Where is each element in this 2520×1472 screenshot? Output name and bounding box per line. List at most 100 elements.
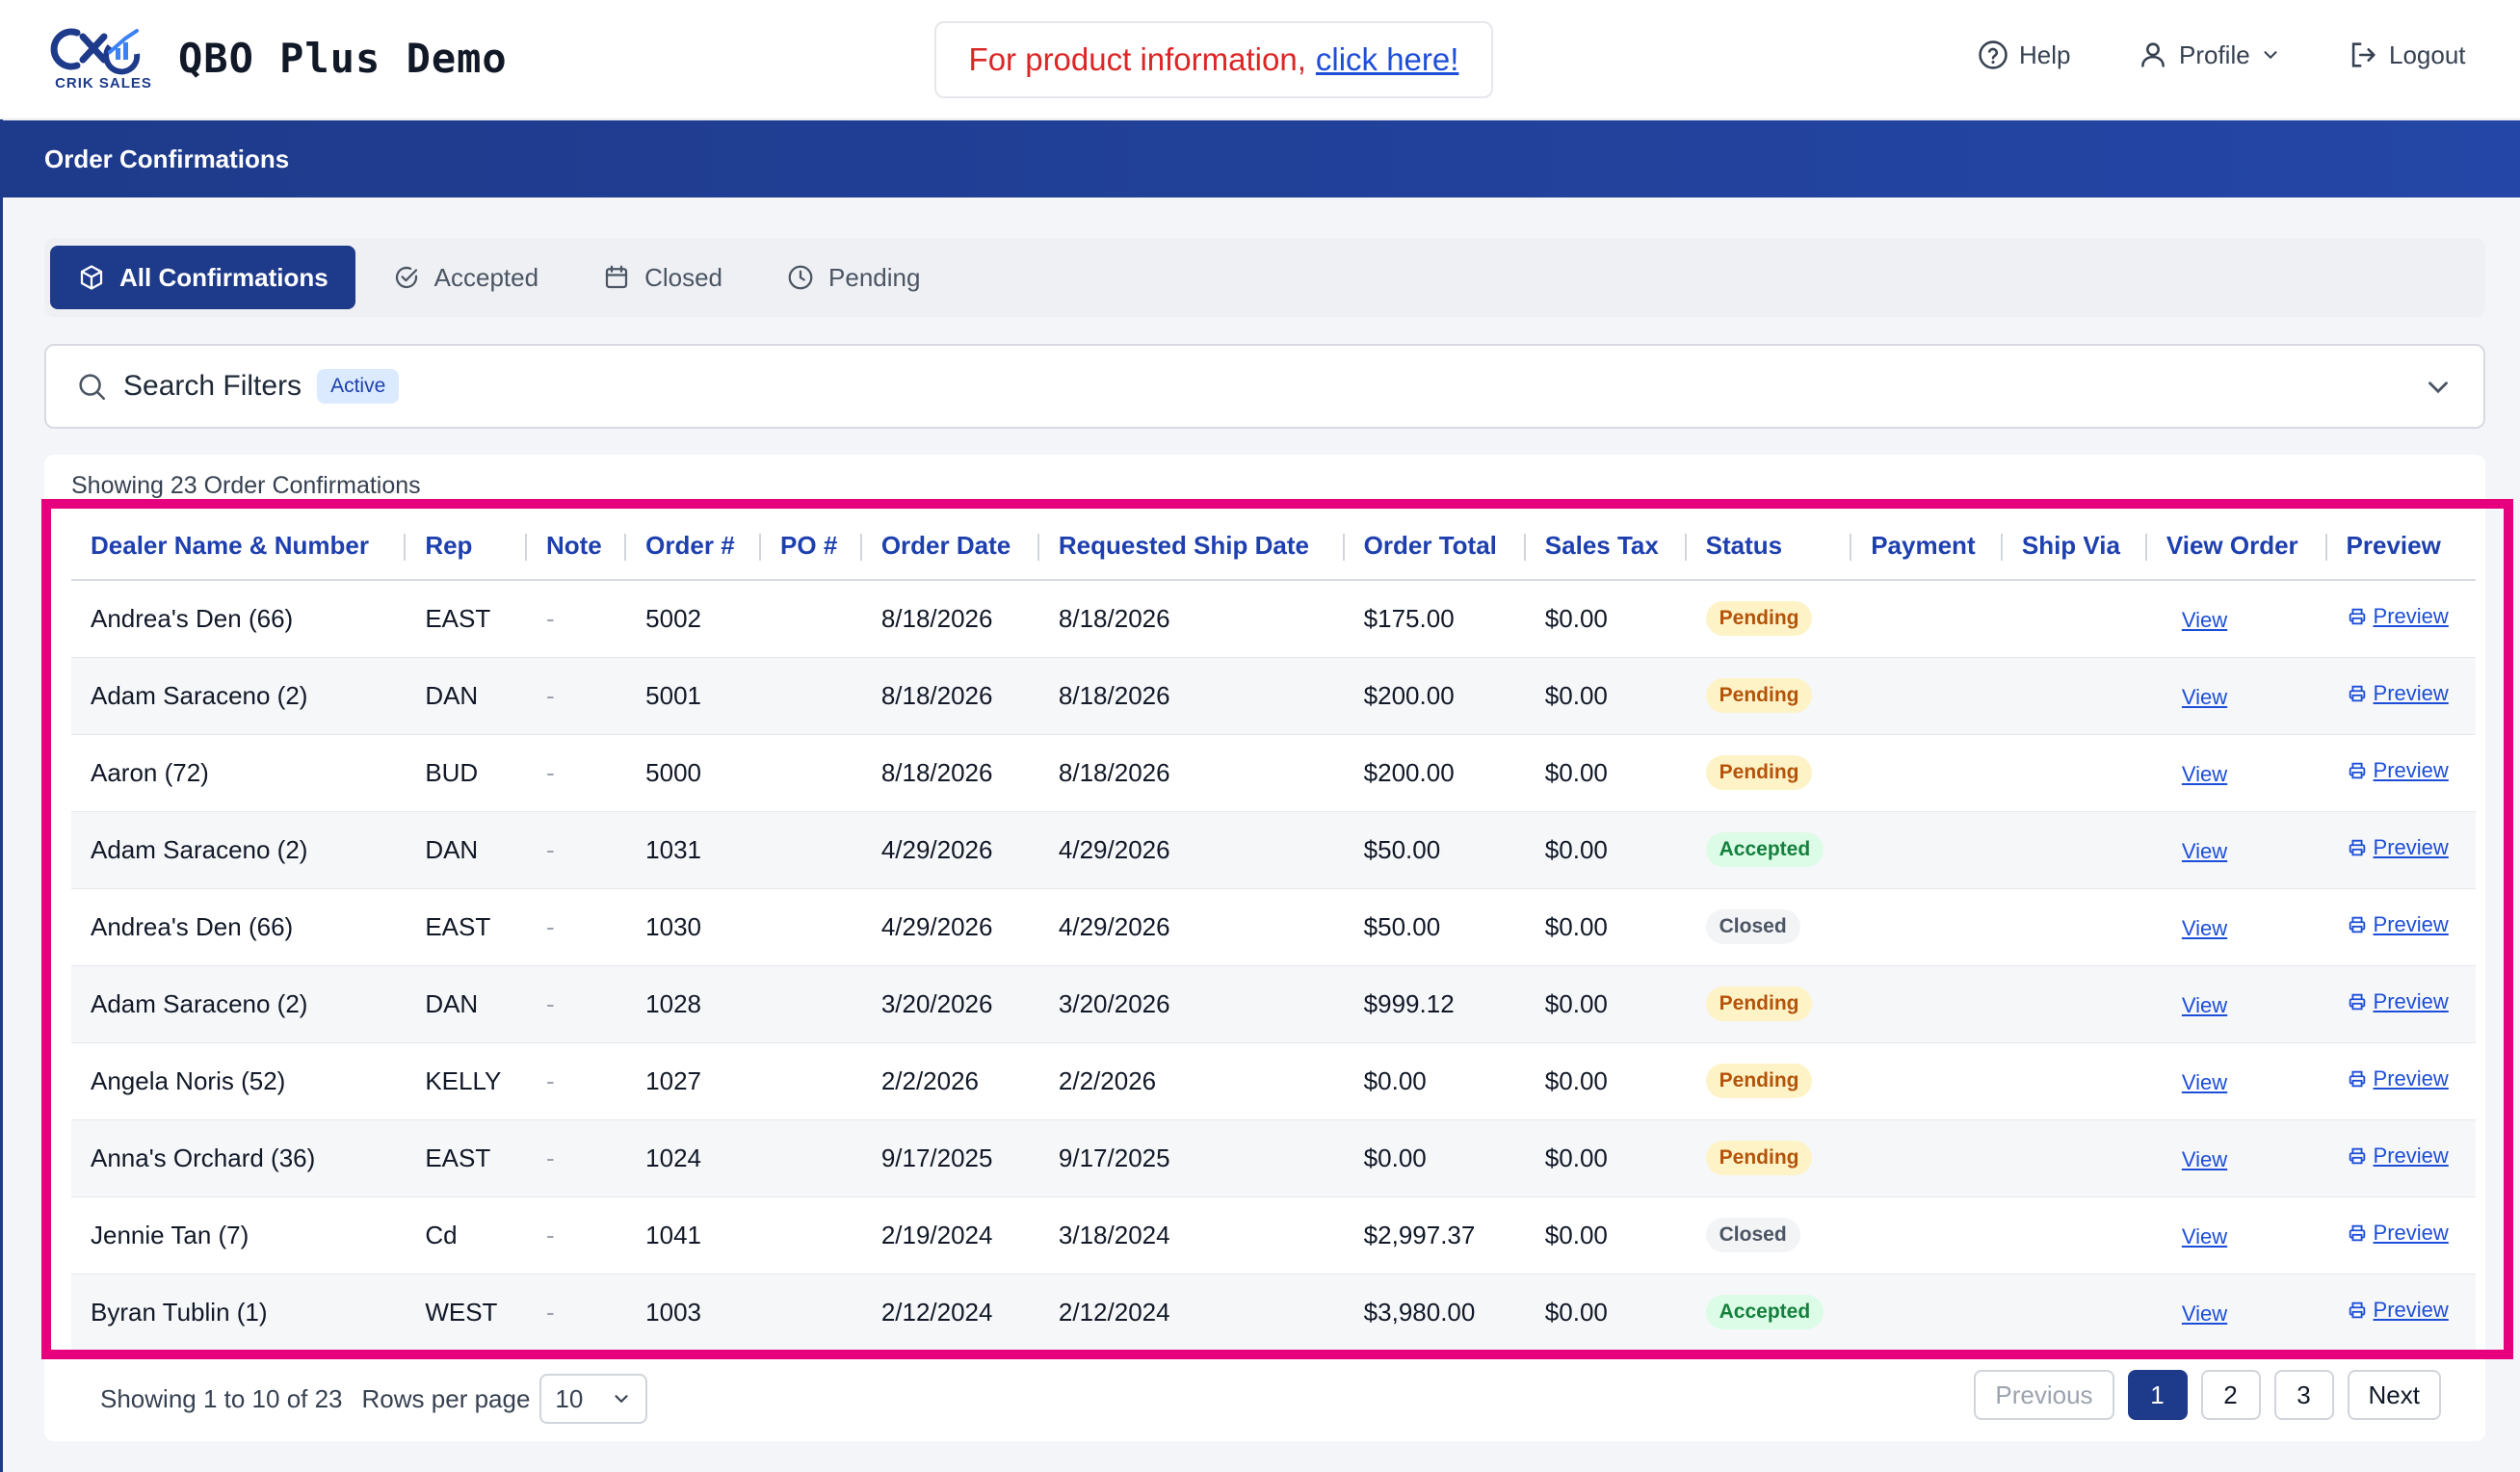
cell-order: 1031 <box>626 811 762 889</box>
next-page-button[interactable]: Next <box>2347 1370 2441 1420</box>
view-order-link[interactable]: View <box>2181 992 2228 1017</box>
tab-all-confirmations[interactable]: All Confirmations <box>50 246 355 309</box>
cell-ship-date: 4/29/2026 <box>1038 811 1345 889</box>
preview-label: Preview <box>2373 911 2449 936</box>
view-order-link[interactable]: View <box>2181 1146 2228 1171</box>
cell-preview: Preview <box>2326 657 2476 735</box>
view-order-link[interactable]: View <box>2181 684 2228 709</box>
cell-payment <box>1851 811 2003 889</box>
page-button-2[interactable]: 2 <box>2200 1370 2261 1420</box>
tab-label: Accepted <box>433 262 539 292</box>
cell-order: 1030 <box>626 888 762 966</box>
tab-label: Closed <box>644 262 723 292</box>
preview-label: Preview <box>2373 988 2449 1013</box>
tab-pending[interactable]: Pending <box>759 246 947 309</box>
view-order-link[interactable]: View <box>2181 607 2228 632</box>
cell-order-date: 2/12/2024 <box>861 1274 1039 1352</box>
cell-tax: $0.00 <box>1525 1274 1687 1352</box>
preview-link[interactable]: Preview <box>2347 1221 2449 1246</box>
table-row: Byran Tublin (1) WEST -1003 2/12/2024 2/12/2… <box>71 1274 2476 1352</box>
cell-order: 1024 <box>626 1119 762 1197</box>
page-button-1[interactable]: 1 <box>2127 1370 2188 1420</box>
previous-page-button[interactable]: Previous <box>1974 1370 2114 1420</box>
col-order-total[interactable]: Order Total <box>1344 513 1526 581</box>
preview-link[interactable]: Preview <box>2347 912 2449 937</box>
printer-icon <box>2349 685 2365 701</box>
cell-rep: DAN <box>406 965 527 1043</box>
cell-status: Pending <box>1686 1042 1852 1120</box>
cell-view-order: View <box>2146 811 2327 889</box>
cell-payment <box>1851 580 2003 658</box>
view-order-link[interactable]: View <box>2181 915 2228 940</box>
cell-note: - <box>526 580 627 658</box>
printer-icon <box>2349 608 2365 624</box>
preview-link[interactable]: Preview <box>2347 1066 2449 1091</box>
col-rep[interactable]: Rep <box>406 513 527 581</box>
chevron-down-icon <box>2264 51 2277 60</box>
cell-po <box>761 1119 862 1197</box>
cell-order: 1041 <box>626 1196 762 1275</box>
product-info-banner: For product information, click here! <box>934 21 1493 98</box>
preview-link[interactable]: Preview <box>2347 758 2449 783</box>
view-order-link[interactable]: View <box>2181 1069 2228 1094</box>
cell-tax: $0.00 <box>1525 1196 1687 1275</box>
table-body: Andrea's Den (66) EAST -5002 8/18/2026 8/18/… <box>71 580 2476 1352</box>
help-link[interactable]: Help <box>1977 39 2070 71</box>
col-order-date[interactable]: Order Date <box>861 513 1040 581</box>
preview-link[interactable]: Preview <box>2347 835 2449 860</box>
view-order-link[interactable]: View <box>2181 1223 2228 1249</box>
tab-accepted[interactable]: Accepted <box>365 246 565 309</box>
cell-view-order: View <box>2146 1196 2327 1275</box>
cell-dealer: Aaron (72) <box>71 734 407 812</box>
cell-view-order: View <box>2146 657 2327 735</box>
preview-label: Preview <box>2373 757 2449 782</box>
page-button-3[interactable]: 3 <box>2273 1370 2334 1420</box>
printer-icon <box>2349 762 2365 778</box>
cell-ship-date: 3/20/2026 <box>1038 965 1345 1043</box>
logout-link[interactable]: Logout <box>2347 39 2466 71</box>
col-ship-via[interactable]: Ship Via <box>2002 513 2147 581</box>
cell-dealer: Byran Tublin (1) <box>71 1274 407 1352</box>
view-order-link[interactable]: View <box>2181 761 2228 786</box>
col-payment[interactable]: Payment <box>1851 513 2003 581</box>
cell-ship-via <box>2002 811 2147 889</box>
table-row: Aaron (72) BUD -5000 8/18/2026 8/18/2026 $200… <box>71 734 2476 812</box>
cell-po <box>761 1042 862 1120</box>
user-icon <box>2141 42 2165 67</box>
cell-note: - <box>526 965 627 1043</box>
promo-text: For product information, <box>968 41 1306 77</box>
cell-po <box>761 734 862 812</box>
cell-ship-date: 4/29/2026 <box>1038 888 1345 966</box>
preview-link[interactable]: Preview <box>2347 1143 2449 1169</box>
tab-closed[interactable]: Closed <box>575 246 749 309</box>
view-order-link[interactable]: View <box>2181 838 2228 863</box>
view-order-link[interactable]: View <box>2181 1301 2228 1326</box>
cell-payment <box>1851 734 2003 812</box>
cell-po <box>761 965 862 1043</box>
clock-icon <box>788 265 813 290</box>
col-dealer[interactable]: Dealer Name & Number <box>71 513 407 581</box>
crik-sales-logo[interactable]: CRIK SALES <box>48 25 159 94</box>
preview-link[interactable]: Preview <box>2347 604 2449 629</box>
col-order-number[interactable]: Order # <box>626 513 762 581</box>
rows-per-page-select[interactable]: 10 <box>539 1374 648 1424</box>
profile-menu[interactable]: Profile <box>2137 39 2281 71</box>
col-po-number[interactable]: PO # <box>761 513 862 581</box>
preview-link[interactable]: Preview <box>2347 681 2449 706</box>
cell-dealer: Adam Saraceno (2) <box>71 811 407 889</box>
cell-order-date: 4/29/2026 <box>861 811 1039 889</box>
table-row: Jennie Tan (7) Cd -1041 2/19/2024 3/18/2024 $… <box>71 1196 2476 1275</box>
col-note[interactable]: Note <box>526 513 627 581</box>
search-filters-toggle[interactable]: Search Filters Active <box>44 344 2485 429</box>
col-requested-ship-date[interactable]: Requested Ship Date <box>1038 513 1345 581</box>
col-sales-tax[interactable]: Sales Tax <box>1525 513 1687 581</box>
cell-note: - <box>526 734 627 812</box>
cell-note: - <box>526 657 627 735</box>
preview-link[interactable]: Preview <box>2347 1298 2449 1323</box>
promo-link[interactable]: click here! <box>1315 41 1459 77</box>
cell-ship-date: 3/18/2024 <box>1038 1196 1345 1275</box>
cell-order: 1003 <box>626 1274 762 1352</box>
preview-link[interactable]: Preview <box>2347 989 2449 1014</box>
cell-preview: Preview <box>2326 580 2476 658</box>
col-status[interactable]: Status <box>1686 513 1852 581</box>
